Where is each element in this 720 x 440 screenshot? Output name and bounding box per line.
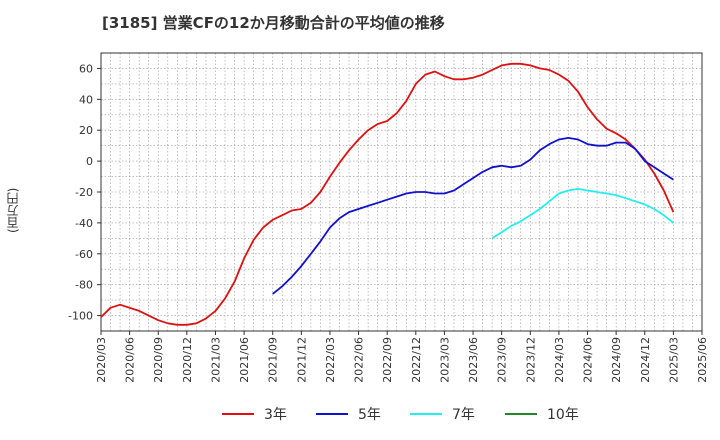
x-tick-label: 2020/03 — [95, 337, 108, 383]
x-tick-label: 2025/06 — [696, 337, 709, 383]
y-tick-label: -40 — [75, 217, 93, 230]
y-tick-label: -60 — [75, 248, 93, 261]
x-tick-label: 2020/12 — [181, 337, 194, 383]
legend-label: 5年 — [358, 407, 381, 423]
y-tick-label: 20 — [79, 124, 93, 137]
x-tick-label: 2022/06 — [353, 337, 366, 383]
chart-title: [3185] 営業CFの12か月移動合計の平均値の推移 — [102, 14, 445, 32]
x-tick-label: 2024/06 — [582, 337, 595, 383]
x-tick-label: 2020/06 — [124, 337, 137, 383]
x-tick-label: 2022/03 — [324, 337, 337, 383]
plot-area — [101, 53, 702, 331]
x-tick-label: 2022/09 — [381, 337, 394, 383]
x-tick-label: 2023/09 — [496, 337, 509, 383]
x-tick-label: 2021/06 — [238, 337, 251, 383]
x-tick-label: 2022/12 — [410, 337, 423, 383]
series-line-1 — [100, 62, 675, 326]
y-tick-label: 0 — [86, 155, 93, 168]
series-line-3 — [491, 187, 674, 240]
x-tick-label: 2024/03 — [553, 337, 566, 383]
y-tick-label: -20 — [75, 186, 93, 199]
x-tick-label: 2024/09 — [610, 337, 623, 383]
legend-label: 3年 — [264, 407, 287, 423]
x-tick-label: 2021/09 — [267, 337, 280, 383]
series-line-2 — [272, 136, 674, 295]
x-tick-label: 2025/03 — [667, 337, 680, 383]
x-tick-label: 2024/12 — [639, 337, 652, 383]
y-tick-label: 60 — [79, 62, 93, 75]
x-tick-label: 2023/03 — [438, 337, 451, 383]
x-tick-label: 2020/09 — [152, 337, 165, 383]
legend-label: 10年 — [547, 407, 579, 423]
y-tick-label: 40 — [79, 93, 93, 106]
y-tick-label: -100 — [68, 310, 93, 323]
y-tick-label: -80 — [75, 279, 93, 292]
x-tick-label: 2021/12 — [295, 337, 308, 383]
x-tick-label: 2021/03 — [209, 337, 222, 383]
x-tick-label: 2023/12 — [524, 337, 537, 383]
x-tick-label: 2023/06 — [467, 337, 480, 383]
legend-label: 7年 — [452, 407, 475, 423]
